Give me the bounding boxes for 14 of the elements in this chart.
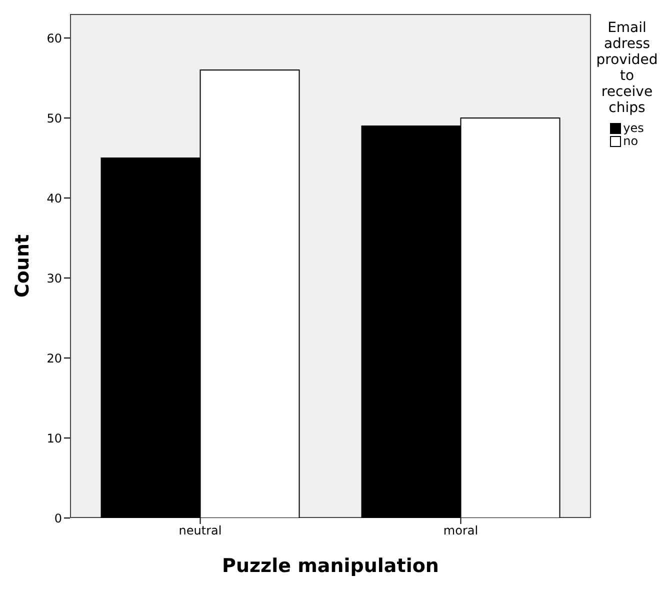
y-tick-label: 50	[46, 111, 62, 126]
x-axis-title: Puzzle manipulation	[222, 555, 439, 577]
y-tick-label: 10	[46, 431, 62, 446]
y-tick-label: 30	[46, 271, 62, 286]
y-axis-title: Count	[12, 234, 34, 298]
y-tick-label: 0	[54, 511, 62, 526]
x-tick-label: moral	[443, 524, 478, 538]
y-tick-label: 60	[46, 31, 62, 46]
legend-title: Email adress provided to receive chips	[595, 20, 659, 116]
y-tick-label: 20	[46, 351, 62, 366]
x-tick-label: neutral	[178, 524, 222, 538]
legend-label: no	[623, 134, 638, 148]
legend-label: yes	[623, 121, 644, 135]
y-tick-label: 40	[46, 191, 62, 206]
